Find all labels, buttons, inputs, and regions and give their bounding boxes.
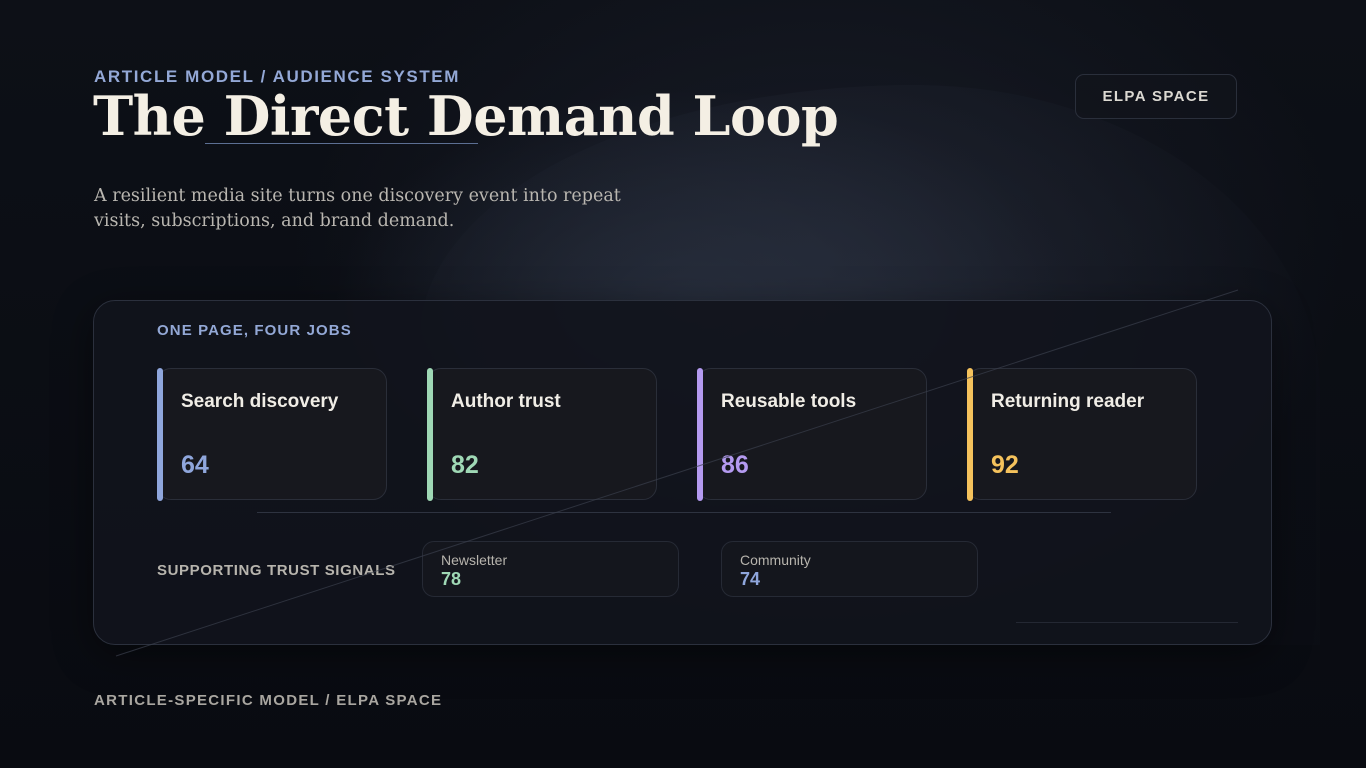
page-title: The Direct Demand Loop [93, 84, 839, 148]
card-value: 92 [991, 451, 1019, 479]
card-label: Author trust [451, 391, 561, 412]
title-underline [205, 143, 478, 144]
brand-button[interactable]: ELPA SPACE [1075, 74, 1237, 119]
signal-label: Newsletter [441, 552, 508, 568]
panel-divider [257, 512, 1111, 513]
card-label: Search discovery [181, 391, 339, 412]
card-accent-bar [967, 368, 973, 501]
card-label: Returning reader [991, 391, 1145, 412]
signal-label: Community [740, 552, 811, 568]
signal-card-community[interactable]: Community 74 [721, 541, 978, 597]
footer-text: ARTICLE-SPECIFIC MODEL / ELPA SPACE [94, 692, 443, 709]
job-card-author-trust[interactable]: Author trust 82 [427, 368, 657, 501]
card-accent-bar [697, 368, 703, 501]
job-card-search-discovery[interactable]: Search discovery 64 [157, 368, 387, 501]
supporting-signals-label: SUPPORTING TRUST SIGNALS [157, 562, 396, 579]
panel-heading: ONE PAGE, FOUR JOBS [157, 322, 352, 339]
page-subtitle: A resilient media site turns one discove… [94, 186, 621, 231]
job-card-returning-reader[interactable]: Returning reader 92 [967, 368, 1197, 501]
card-label: Reusable tools [721, 391, 857, 412]
card-accent-bar [427, 368, 433, 501]
card-value: 82 [451, 451, 479, 479]
signal-card-newsletter[interactable]: Newsletter 78 [422, 541, 679, 597]
jobs-panel: ONE PAGE, FOUR JOBS Search discovery 64 … [93, 300, 1272, 645]
card-value: 64 [181, 451, 209, 479]
eyebrow-label: ARTICLE MODEL / AUDIENCE SYSTEM [94, 67, 461, 86]
signal-value: 74 [740, 569, 761, 589]
job-card-reusable-tools[interactable]: Reusable tools 86 [697, 368, 927, 501]
card-value: 86 [721, 451, 749, 479]
signal-value: 78 [441, 569, 462, 589]
panel-bottom-rule [1016, 622, 1238, 623]
card-accent-bar [157, 368, 163, 501]
